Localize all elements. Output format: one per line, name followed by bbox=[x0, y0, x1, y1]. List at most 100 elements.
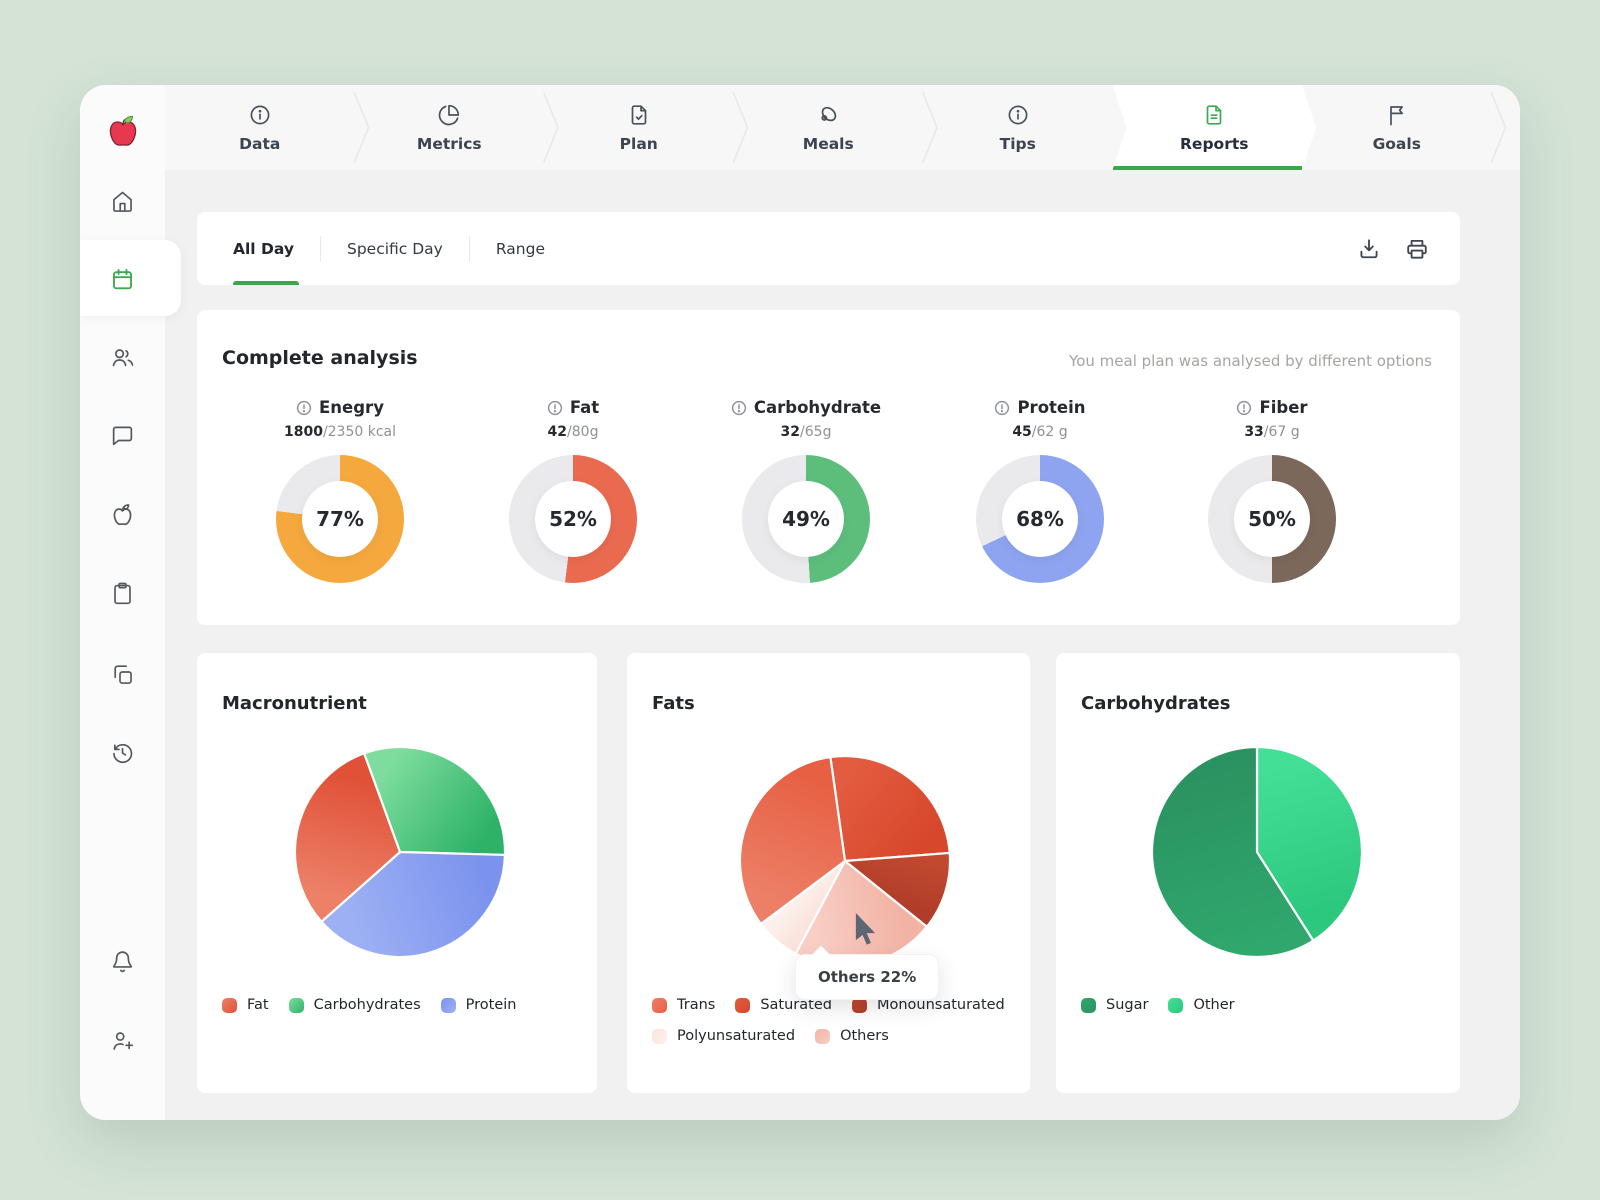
stat-value: 42/80g bbox=[547, 424, 599, 440]
chart-title: Fats bbox=[652, 693, 695, 714]
legend-label: Others bbox=[840, 1028, 889, 1044]
tab-all-day[interactable]: All Day bbox=[233, 212, 320, 285]
sidebar-item-users[interactable] bbox=[80, 333, 165, 381]
section-subtitle: You meal plan was analysed by different … bbox=[1069, 352, 1432, 370]
legend-swatch bbox=[440, 997, 456, 1013]
legend-swatch bbox=[288, 997, 304, 1013]
pie-slice-carbohydrates[interactable] bbox=[362, 745, 507, 857]
chart-tooltip: Others 22% bbox=[795, 954, 940, 1000]
stat-protein: Protein 45/62 g 68% bbox=[947, 398, 1133, 583]
legend-label: Trans bbox=[677, 997, 716, 1013]
pie-slice-fat[interactable] bbox=[293, 752, 402, 923]
legend-item-others[interactable]: Others bbox=[815, 1028, 889, 1044]
stat-label: Carbohydrate bbox=[753, 398, 882, 417]
donut-percent: 68% bbox=[1016, 507, 1064, 531]
sidebar-item-home[interactable] bbox=[80, 177, 165, 225]
legend-swatch bbox=[1168, 997, 1184, 1013]
carbohydrates-legend: Sugar Other bbox=[1081, 997, 1435, 1013]
download-button[interactable] bbox=[1356, 236, 1382, 262]
legend-item-other[interactable]: Other bbox=[1168, 997, 1235, 1013]
legend-label: Polyunsaturated bbox=[677, 1028, 796, 1044]
stat-carbohydrate: Carbohydrate 32/65g 49% bbox=[713, 398, 899, 583]
apple-icon bbox=[113, 503, 132, 525]
sidebar-item-copy[interactable] bbox=[80, 650, 165, 698]
print-icon bbox=[1407, 239, 1427, 259]
sidebar-item-notifications[interactable] bbox=[80, 937, 165, 985]
legend-item-trans[interactable]: Trans bbox=[652, 997, 715, 1013]
legend-swatch bbox=[1081, 997, 1096, 1013]
legend-item-sugar[interactable]: Sugar bbox=[1081, 997, 1148, 1013]
print-button[interactable] bbox=[1404, 236, 1430, 262]
legend-swatch bbox=[652, 997, 667, 1013]
pie-slice-saturated[interactable] bbox=[829, 754, 951, 863]
legend-item-carbohydrates[interactable]: Carbohydrates bbox=[288, 997, 421, 1013]
sidebar-item-journal[interactable] bbox=[80, 569, 165, 617]
content-area: All Day Specific Day Range bbox=[165, 170, 1520, 1120]
alert-circle-icon bbox=[1237, 400, 1252, 415]
tab-data[interactable]: Data bbox=[165, 85, 355, 170]
sidebar bbox=[80, 85, 181, 1120]
report-view-tabs: All Day Specific Day Range bbox=[233, 212, 571, 285]
tab-reports[interactable]: Reports bbox=[1113, 85, 1317, 170]
sidebar-item-calendar[interactable] bbox=[80, 255, 165, 303]
calendar-icon bbox=[113, 268, 132, 289]
tab-label: Tips bbox=[999, 134, 1036, 153]
stat-label: Enegry bbox=[319, 398, 384, 417]
carbohydrates-pie-chart[interactable] bbox=[1145, 740, 1369, 964]
protein-donut-chart: 68% bbox=[976, 455, 1104, 583]
tab-metrics[interactable]: Metrics bbox=[355, 85, 545, 170]
tab-label: Metrics bbox=[416, 134, 482, 153]
donut-percent: 50% bbox=[1248, 507, 1296, 531]
legend-item-protein[interactable]: Protein bbox=[440, 997, 516, 1013]
donut-percent: 77% bbox=[316, 507, 364, 531]
pie-chart-icon bbox=[439, 104, 460, 125]
stat-fiber: Fiber 33/67 g 50% bbox=[1179, 398, 1365, 583]
alert-circle-icon bbox=[731, 400, 747, 415]
app-logo[interactable] bbox=[103, 111, 143, 153]
legend-swatch bbox=[222, 997, 237, 1013]
pie-slice-trans[interactable] bbox=[738, 755, 847, 925]
alert-circle-icon bbox=[296, 400, 312, 415]
legend-item-fat[interactable]: Fat bbox=[222, 997, 269, 1013]
tooltip-text: Others 22% bbox=[818, 968, 917, 986]
alert-circle-icon bbox=[547, 400, 562, 415]
pie-slice-monounsaturated[interactable] bbox=[843, 851, 952, 928]
fats-pie-chart[interactable] bbox=[733, 749, 957, 973]
tab-goals[interactable]: Goals bbox=[1302, 85, 1492, 170]
meat-icon bbox=[821, 106, 837, 121]
donut-percent: 49% bbox=[782, 507, 830, 531]
tab-tips[interactable]: Tips bbox=[923, 85, 1113, 170]
legend-item-monounsaturated[interactable]: Monounsaturated bbox=[851, 997, 1005, 1013]
macronutrient-pie-chart[interactable] bbox=[288, 740, 512, 964]
legend-label: Fat bbox=[247, 997, 269, 1013]
tab-range[interactable]: Range bbox=[495, 239, 545, 258]
sidebar-item-nutrition[interactable] bbox=[80, 490, 165, 538]
tab-label: Reports bbox=[1180, 134, 1249, 153]
tab-plan[interactable]: Plan bbox=[544, 85, 734, 170]
info-icon bbox=[1008, 105, 1028, 124]
tab-label: Plan bbox=[619, 134, 658, 153]
legend-label: Carbohydrates bbox=[313, 997, 421, 1013]
users-icon bbox=[112, 348, 134, 366]
legend-item-saturated[interactable]: Saturated bbox=[735, 997, 832, 1013]
stat-value: 1800/2350 kcal bbox=[283, 424, 397, 440]
carbohydrate-donut-chart: 49% bbox=[742, 455, 870, 583]
sidebar-item-add-user[interactable] bbox=[80, 1016, 165, 1064]
pie-slice-protein[interactable] bbox=[320, 850, 507, 959]
fat-donut-chart: 52% bbox=[509, 455, 637, 583]
history-icon bbox=[113, 743, 133, 763]
legend-item-polyunsaturated[interactable]: Polyunsaturated bbox=[652, 1028, 795, 1044]
tab-specific-day[interactable]: Specific Day bbox=[346, 239, 443, 258]
legend-label: Sugar bbox=[1106, 997, 1149, 1013]
sidebar-item-messages[interactable] bbox=[80, 411, 165, 459]
stat-value: 32/65g bbox=[780, 424, 832, 440]
sidebar-item-history[interactable] bbox=[80, 728, 165, 776]
report-toolbar: All Day Specific Day Range bbox=[197, 212, 1460, 285]
top-navigation: Data Metrics Plan Meals Tips Reports Goa… bbox=[165, 85, 1520, 170]
tab-label: Meals bbox=[802, 134, 854, 153]
pie-slice-sugar[interactable] bbox=[1150, 745, 1315, 959]
section-title: Complete analysis bbox=[222, 347, 418, 369]
legend-label: Saturated bbox=[760, 997, 832, 1013]
stat-value: 33/67 g bbox=[1244, 424, 1300, 440]
tab-meals[interactable]: Meals bbox=[734, 85, 924, 170]
